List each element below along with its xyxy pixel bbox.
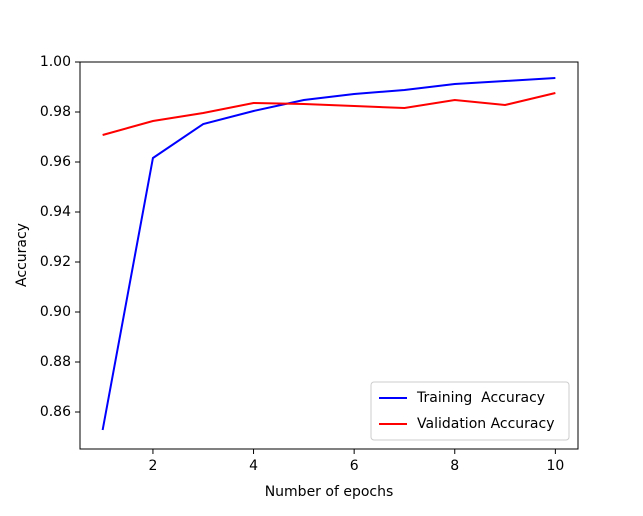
y-tick-label: 0.86 bbox=[40, 404, 71, 420]
x-tick-label: 2 bbox=[148, 458, 157, 474]
x-axis-label: Number of epochs bbox=[265, 484, 394, 500]
data-line bbox=[102, 92, 556, 136]
legend-label: Training Accuracy bbox=[416, 390, 545, 406]
legend-label: Validation Accuracy bbox=[417, 416, 555, 432]
y-tick-label: 1.00 bbox=[40, 54, 71, 70]
x-tick-label: 6 bbox=[350, 458, 359, 474]
y-tick-label: 0.92 bbox=[40, 254, 71, 270]
plot-frame bbox=[79, 61, 579, 450]
y-axis-label: Accuracy bbox=[14, 223, 30, 287]
y-tick-label: 0.98 bbox=[40, 104, 71, 120]
x-tick-label: 4 bbox=[249, 458, 258, 474]
x-tick-label: 10 bbox=[546, 458, 564, 474]
data-line bbox=[101, 77, 556, 431]
y-tick-label: 0.88 bbox=[40, 354, 71, 370]
y-tick-label: 0.90 bbox=[40, 304, 71, 320]
x-tick-label: 8 bbox=[450, 458, 459, 474]
legend-box bbox=[370, 381, 570, 441]
y-tick-label: 0.96 bbox=[40, 154, 71, 170]
y-tick-label: 0.94 bbox=[40, 204, 71, 220]
